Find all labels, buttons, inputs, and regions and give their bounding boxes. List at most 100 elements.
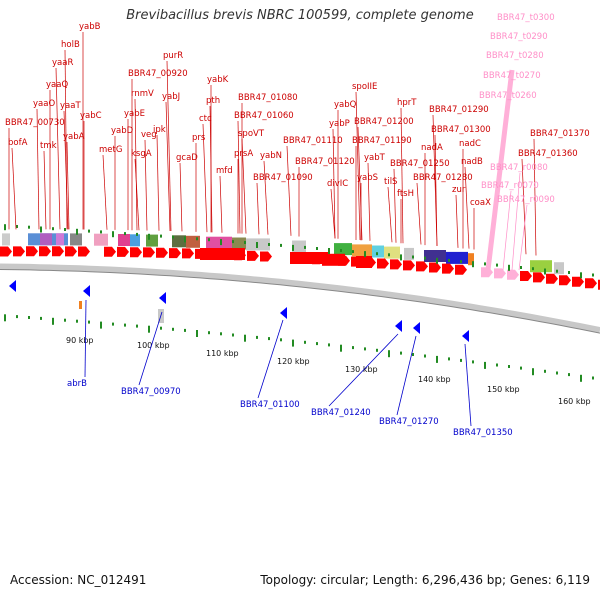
forward-gene-arrow <box>13 246 25 257</box>
forward-gene-arrow <box>182 248 194 259</box>
reverse-label-leader <box>138 311 163 386</box>
gc-tick-low <box>172 327 174 331</box>
gc-tick-low <box>160 326 162 330</box>
gc-tick-top <box>64 228 66 231</box>
gc-tick-low <box>460 358 462 362</box>
forward-gene-label: tilS <box>384 177 397 187</box>
feature-band-block <box>172 235 186 248</box>
gc-tick-top <box>388 253 390 257</box>
gc-tick-low <box>544 369 546 373</box>
forward-gene-label: yabS <box>357 173 378 183</box>
feature-band-block <box>446 251 468 264</box>
forward-gene-label: mfd <box>216 166 233 176</box>
forward-label-leader <box>367 162 371 241</box>
forward-label-leader <box>241 138 247 234</box>
reverse-gene-marker <box>83 285 90 297</box>
forward-gene-label: yabQ <box>334 100 357 110</box>
forward-gene-label: yabE <box>124 109 145 119</box>
forward-gene-label: BBR47_01370 <box>530 129 590 139</box>
gc-tick-top <box>520 266 522 269</box>
forward-gene-label: spoVT <box>238 129 265 139</box>
reverse-label-leader <box>396 335 417 416</box>
forward-gene-arrow <box>559 275 571 286</box>
feature-band-block <box>70 233 82 246</box>
gc-tick-low <box>592 376 594 380</box>
gc-tick-top <box>376 252 378 256</box>
gc-tick-low <box>484 361 486 369</box>
forward-gene-label: yabP <box>329 119 350 129</box>
forward-gene-arrow <box>429 262 441 273</box>
gc-tick-top <box>196 237 198 241</box>
gc-tick-top <box>172 235 174 239</box>
scale-label: 150 kbp <box>487 385 520 394</box>
gc-tick-top <box>52 227 54 231</box>
feature-band-block <box>372 245 384 258</box>
gc-tick-low <box>28 316 30 319</box>
gc-tick-low <box>4 314 6 322</box>
gc-tick-low <box>256 335 258 339</box>
forward-gene-label: nadB <box>461 157 483 167</box>
feature-band-block <box>530 260 552 273</box>
forward-gene-label: tmk <box>40 141 57 151</box>
gc-tick-top <box>448 258 450 262</box>
feature-band-block <box>79 301 82 309</box>
forward-gene-arrow <box>52 246 64 257</box>
feature-band-block <box>94 233 108 246</box>
forward-gene-arrow <box>117 246 129 257</box>
forward-gene-label: prs <box>192 133 206 143</box>
forward-label-leader <box>393 168 397 243</box>
reverse-gene-label: BBR47_01100 <box>240 400 300 410</box>
forward-gene-label: coaX <box>470 198 491 208</box>
gc-tick-low <box>280 338 282 342</box>
forward-gene-label: zur <box>452 185 466 195</box>
feature-band-block <box>554 262 564 275</box>
gc-tick-low <box>124 323 126 327</box>
gc-tick-top <box>16 225 18 228</box>
gc-tick-low <box>580 374 582 382</box>
gc-tick-low <box>316 342 318 346</box>
gc-tick-top <box>112 231 114 238</box>
scale-label: 100 kbp <box>137 341 170 350</box>
forward-label-leader <box>63 110 69 230</box>
gc-tick-low <box>196 330 198 337</box>
forward-gene-label: bofA <box>8 138 28 148</box>
forward-gene-arrow <box>156 247 168 258</box>
forward-label-leader <box>156 134 160 231</box>
gc-tick-top <box>268 243 270 246</box>
gc-tick-low <box>328 343 330 347</box>
rna-gene-label: BBR47_r0070 <box>481 181 539 191</box>
reverse-gene-marker <box>159 292 166 304</box>
gc-tick-top <box>160 234 162 238</box>
forward-label-leader <box>521 158 527 255</box>
gc-tick-low <box>292 339 294 347</box>
forward-gene-arrow <box>442 263 454 274</box>
feature-band-block <box>232 237 246 250</box>
gc-tick-low <box>40 316 42 320</box>
forward-gene-label: yaaR <box>52 58 73 68</box>
accession-text: Accession: NC_012491 <box>10 573 147 587</box>
forward-label-leader <box>11 147 17 230</box>
gc-tick-top <box>316 247 318 250</box>
forward-gene-label: yaaT <box>60 101 81 111</box>
forward-gene-label: yabC <box>80 111 102 121</box>
gc-tick-low <box>64 318 66 322</box>
gc-tick-low <box>496 363 498 367</box>
forward-label-leader <box>332 128 336 239</box>
forward-gene-label: yabN <box>260 151 282 161</box>
forward-gene-label: yabB <box>79 22 101 32</box>
forward-label-leader <box>202 123 208 233</box>
forward-gene-label: yaaQ <box>46 80 68 90</box>
gc-tick-top <box>124 232 126 236</box>
reverse-gene-label: BBR47_00970 <box>121 387 181 397</box>
forward-gene-long <box>290 252 330 264</box>
gc-tick-low <box>568 373 570 377</box>
reverse-gene-marker <box>395 320 402 332</box>
forward-gene-arrow <box>585 278 597 289</box>
gc-tick-low <box>268 337 270 341</box>
forward-label-leader <box>416 182 422 245</box>
gc-tick-top <box>184 236 186 243</box>
forward-label-leader <box>134 98 138 231</box>
forward-label-leader <box>166 60 172 232</box>
gc-tick-top <box>436 257 438 264</box>
